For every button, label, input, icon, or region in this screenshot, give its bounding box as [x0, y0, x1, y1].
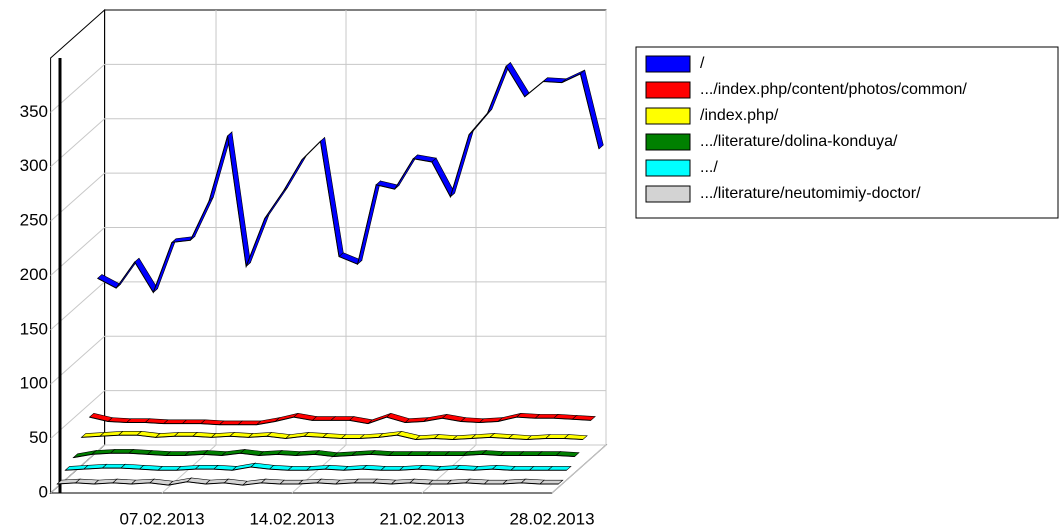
- x-tick-label: 21.02.2013: [379, 509, 464, 528]
- series: [88, 412, 596, 426]
- ribbon-segment: [539, 479, 564, 485]
- legend-swatch: [645, 81, 691, 99]
- y-tick-label: 0: [39, 482, 48, 501]
- y-tick-label: 300: [20, 156, 48, 175]
- legend-box: [635, 46, 1059, 219]
- grid-line: [50, 227, 606, 276]
- plot: [56, 61, 604, 486]
- legend-label: .../literature/neutomimiy-doctor/: [700, 185, 921, 202]
- grid-line-x: [161, 10, 217, 494]
- y-tick-label: 150: [20, 319, 48, 338]
- grid-line: [50, 118, 606, 168]
- series: [72, 449, 580, 459]
- series-line: [73, 452, 575, 459]
- grid-line: [50, 63, 606, 113]
- series-line: [81, 434, 583, 441]
- legend: / .../index.php/content/photos/common/ /in…: [635, 46, 1059, 219]
- grid-line: [50, 335, 606, 385]
- ribbon-segment: [547, 466, 572, 471]
- series-line: [89, 416, 591, 426]
- y-tick-label: 200: [20, 265, 48, 284]
- grid-line: [50, 390, 606, 439]
- x-tick-label: 28.02.2013: [509, 509, 594, 528]
- grid-line-x: [421, 10, 477, 494]
- grid-line-x: [551, 10, 607, 494]
- legend-swatch: [645, 55, 691, 73]
- y-tick-label: 250: [20, 211, 48, 230]
- series: [97, 61, 604, 294]
- series-line: [65, 466, 567, 471]
- legend-label: .../literature/dolina-konduya/: [700, 133, 898, 150]
- series: [64, 462, 572, 471]
- grid-line: [50, 444, 606, 494]
- legend-label: /: [700, 55, 705, 72]
- y-tick-label: 50: [29, 428, 48, 447]
- legend-label: .../index.php/content/photos/common/: [700, 81, 967, 98]
- series-line: [57, 481, 559, 486]
- legend-label: .../: [700, 159, 718, 176]
- legend-swatch: [645, 133, 691, 151]
- legend-swatch: [645, 159, 691, 177]
- legend-swatch: [645, 185, 691, 203]
- plot-walls: 0 50 100 150 200 250 300 350 07.02.2013 14.02.201…: [20, 8, 608, 528]
- x-tick-label: 14.02.2013: [249, 509, 334, 528]
- legend-label: /index.php/: [700, 107, 779, 124]
- y-tick-label: 350: [20, 102, 48, 121]
- grid-line-x: [291, 10, 347, 494]
- series: [80, 430, 588, 441]
- series-line: [97, 65, 600, 294]
- y-tick-label: 100: [20, 374, 48, 393]
- legend-swatch: [645, 107, 691, 125]
- series: [56, 477, 564, 486]
- x-tick-label: 07.02.2013: [119, 509, 204, 528]
